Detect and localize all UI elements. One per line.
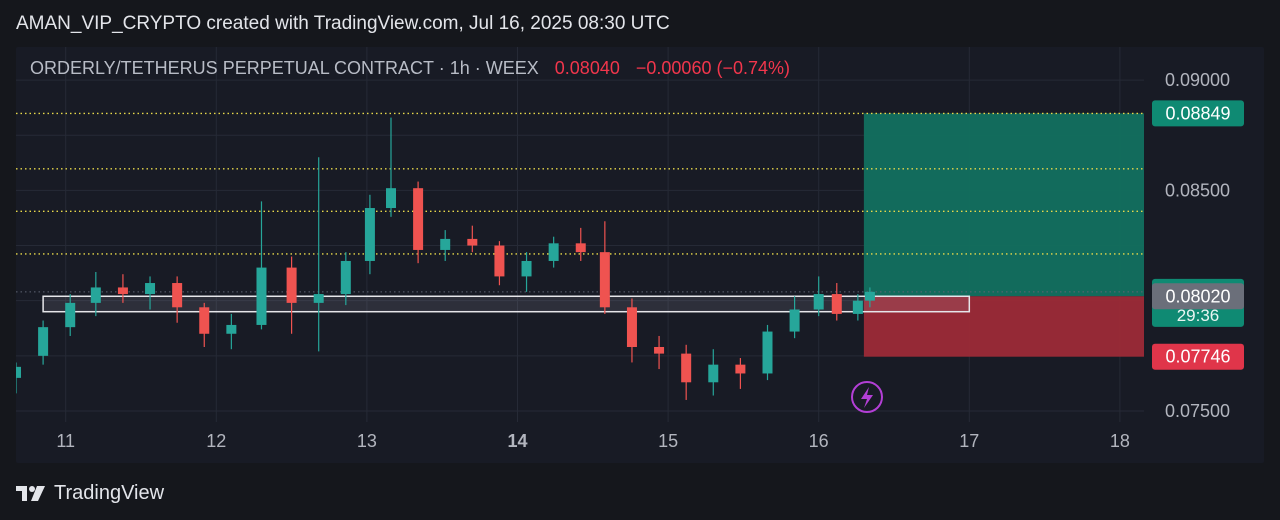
candle-body[interactable]: [852, 300, 863, 314]
candle-body[interactable]: [467, 238, 478, 246]
candle-body[interactable]: [313, 294, 324, 303]
candle-body[interactable]: [708, 364, 719, 383]
candle-body[interactable]: [494, 245, 505, 277]
x-tick-label: 18: [1110, 431, 1130, 451]
chart-caption: AMAN_VIP_CRYPTO created with TradingView…: [16, 13, 670, 34]
candle-body[interactable]: [38, 327, 49, 356]
candle-body[interactable]: [385, 188, 396, 209]
candle-body[interactable]: [172, 283, 183, 308]
candle-body[interactable]: [654, 347, 665, 354]
y-tick-label: 0.07500: [1165, 401, 1230, 421]
x-tick-label: 15: [658, 431, 678, 451]
lightning-event-icon[interactable]: [851, 381, 883, 413]
candle-body[interactable]: [440, 238, 451, 250]
candle-body[interactable]: [521, 260, 532, 277]
symbol-name: ORDERLY/TETHERUS PERPETUAL CONTRACT · 1h…: [30, 58, 539, 78]
profit-zone[interactable]: [863, 113, 1144, 297]
candle-body[interactable]: [575, 243, 586, 253]
price-tag-label: 0.07746: [1165, 347, 1230, 367]
x-tick-label: 17: [959, 431, 979, 451]
candle-body[interactable]: [199, 307, 210, 334]
price-change: −0.00060 (−0.74%): [635, 58, 791, 78]
x-tick-label: 12: [206, 431, 226, 451]
x-tick-label: 11: [56, 431, 75, 451]
x-tick-label: 16: [809, 431, 829, 451]
candle-body[interactable]: [90, 287, 101, 303]
candle-body[interactable]: [16, 366, 21, 378]
candle-body[interactable]: [145, 283, 156, 295]
price-tag-stop[interactable]: [1152, 343, 1244, 370]
candle-body[interactable]: [65, 302, 76, 328]
candle-body[interactable]: [226, 324, 237, 334]
candle-body[interactable]: [864, 291, 875, 301]
symbol-legend: ORDERLY/TETHERUS PERPETUAL CONTRACT · 1h…: [30, 58, 790, 79]
last-price: 0.08040: [554, 58, 620, 78]
price-tag-label: 0.08020: [1165, 286, 1230, 306]
y-tick-label: 0.09000: [1165, 70, 1230, 90]
loss-zone[interactable]: [863, 296, 1144, 357]
x-tick-label: 14: [507, 431, 527, 451]
candle-body[interactable]: [340, 260, 351, 295]
support-zone-box[interactable]: [42, 295, 971, 313]
x-tick-label: 13: [357, 431, 377, 451]
price-tag-entry[interactable]: [1152, 283, 1244, 310]
candle-body[interactable]: [256, 267, 267, 325]
candle-body[interactable]: [626, 307, 637, 347]
candle-body[interactable]: [364, 208, 375, 261]
candle-body[interactable]: [681, 353, 692, 383]
lightning-bolt-icon: [861, 387, 873, 408]
candle-body[interactable]: [789, 309, 800, 332]
candle-body[interactable]: [735, 364, 746, 374]
price-tag-label: 0.08849: [1165, 103, 1230, 123]
footer: TradingView: [16, 480, 164, 506]
candle-body[interactable]: [413, 188, 424, 250]
chart-panel[interactable]: 0.09000 0.08500 0.07500 11 12 13 14 15 16 17 18 0.0…: [16, 47, 1264, 463]
candle-body[interactable]: [831, 294, 842, 314]
candle-body[interactable]: [286, 267, 297, 303]
candle-body[interactable]: [762, 331, 773, 374]
candle-body[interactable]: [117, 287, 128, 295]
bar-countdown: 29:36: [1177, 306, 1220, 325]
price-tag-target[interactable]: [1152, 100, 1244, 127]
candle-body[interactable]: [813, 294, 824, 310]
footer-brand: TradingView: [54, 481, 165, 504]
candle-body[interactable]: [599, 252, 610, 308]
candle-body[interactable]: [548, 243, 559, 261]
y-tick-label: 0.08500: [1165, 180, 1230, 200]
price-chart[interactable]: 0.09000 0.08500 0.07500 11 12 13 14 15 16 17 18 0.0…: [16, 47, 1264, 463]
tradingview-logo-icon: [16, 486, 45, 501]
